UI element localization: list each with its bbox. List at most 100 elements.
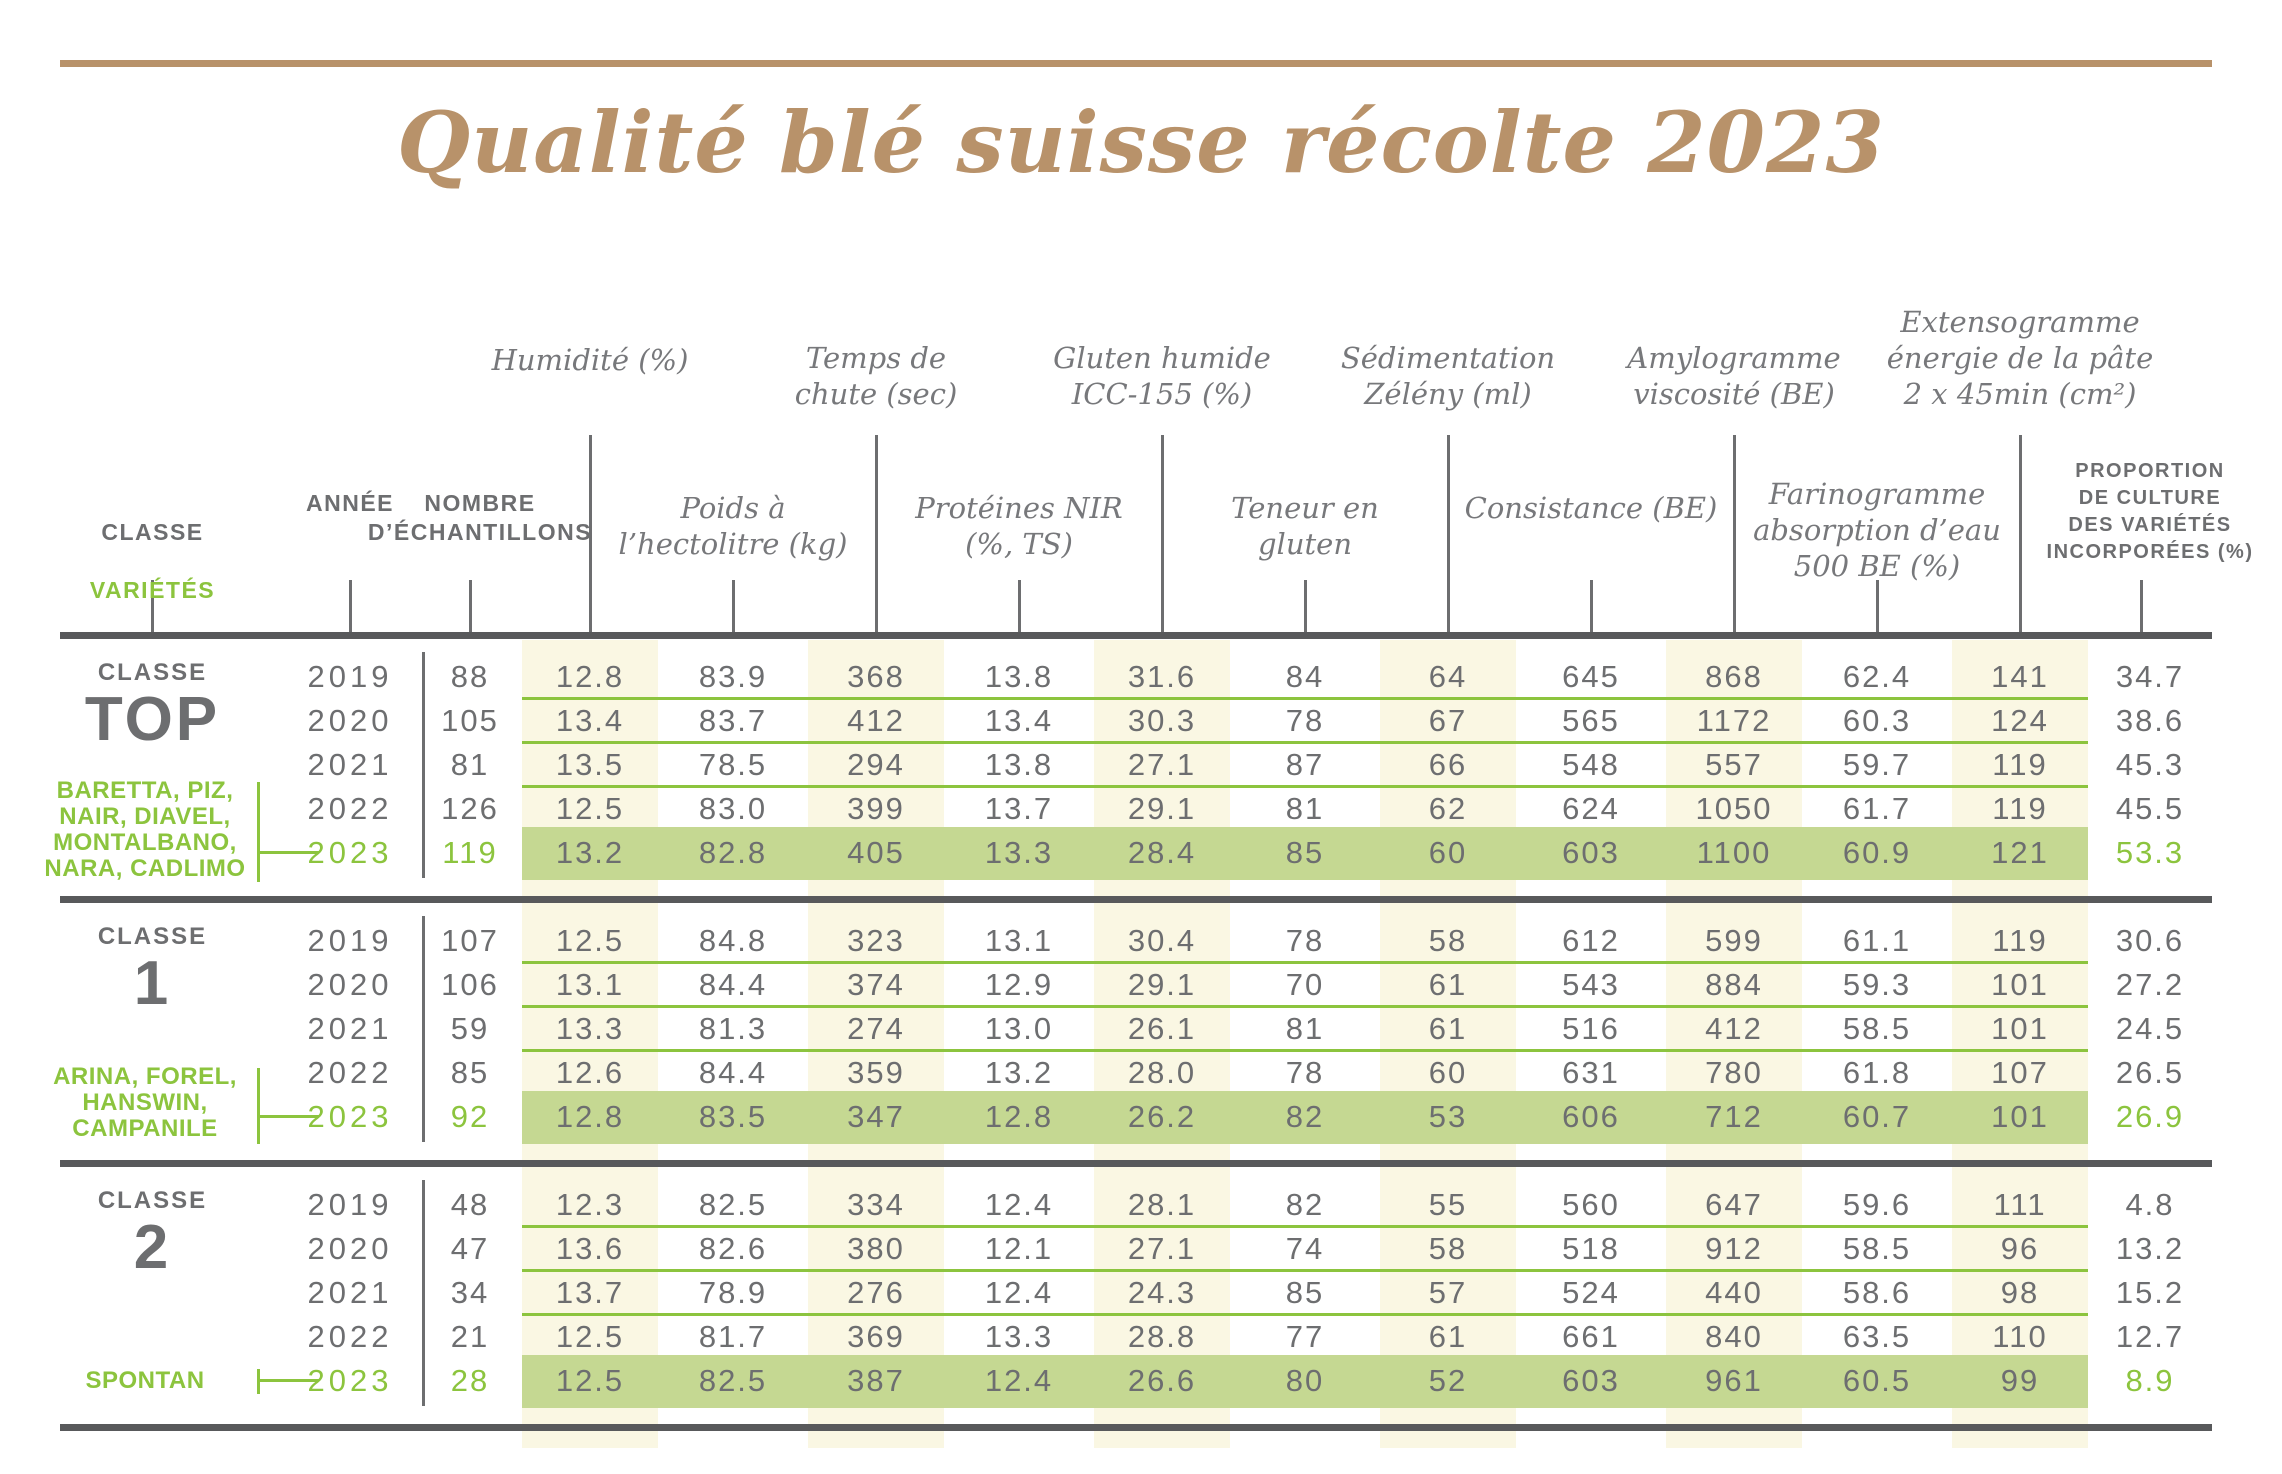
value-cell: 60 [1428,835,1468,870]
page-title: Qualité blé suisse récolte 2023 [397,93,1885,192]
value-cell: 60.5 [1842,1363,1912,1398]
row-separator [522,1049,2088,1052]
header-varietes-label: VARIÉTÉS [89,577,216,603]
value-cell: 387 [847,1363,905,1398]
value-cell: 12.5 [555,791,625,826]
value-cell: 60.7 [1842,1099,1912,1134]
value-cell: 119 [1992,791,2048,826]
sample-count-cell: 126 [441,791,499,826]
class-label: CLASSE 2 [55,1186,250,1280]
value-cell: 599 [1705,923,1763,958]
header-sedimentation-label: Sédimentation Zélény (ml) [1340,341,1556,411]
value-cell: 59.3 [1842,967,1912,1002]
value-cell: 13.4 [555,703,625,738]
class-value: TOP [84,685,221,754]
value-cell: 28.8 [1127,1319,1197,1354]
header-proportion-label: PROPORTION DE CULTURE DES VARIÉTÉS INCOR… [2046,460,2254,563]
value-cell: 98 [2000,1275,2040,1310]
header-poids-hectolitre-label: Poids à l’hectolitre (kg) [618,491,848,561]
value-cell: 60 [1428,1055,1468,1090]
value-cell: 12.6 [555,1055,625,1090]
value-cell: 62 [1428,791,1468,826]
year-cell: 2019 [307,923,393,958]
value-cell: 276 [847,1275,905,1310]
varieties-list: SPONTAN [85,1367,205,1394]
table-row: 2021 34 13.7 78.9 276 12.4 24.3 85 57 524 440 58.6 9… [0,1276,2282,1310]
value-cell: 57 [1428,1275,1468,1310]
value-cell: 27.1 [1127,747,1197,782]
proportion-cell: 38.6 [2115,703,2185,738]
value-cell: 58.5 [1842,1011,1912,1046]
value-cell: 13.5 [555,747,625,782]
value-cell: 13.6 [555,1231,625,1266]
class-label: CLASSE 1 [55,922,250,1016]
proportion-cell: 4.8 [2125,1187,2175,1222]
header-tick [1876,580,1879,632]
value-cell: 101 [1991,967,2049,1002]
value-cell: 84 [1285,659,1325,694]
block-separator-line [60,632,2212,639]
sample-count-cell: 88 [450,659,490,694]
sample-count-cell: 21 [450,1319,490,1354]
value-cell: 412 [847,703,905,738]
class-1-block: CLASSE 1 ARINA, FOREL, HANSWIN, CAMPANIL… [0,896,2282,1160]
value-cell: 82.5 [698,1363,768,1398]
value-cell: 13.8 [984,747,1054,782]
header-tick [1304,580,1307,632]
value-cell: 13.0 [984,1011,1054,1046]
value-cell: 294 [847,747,905,782]
highlight-band-2023 [522,1091,2088,1144]
value-cell: 631 [1562,1055,1620,1090]
value-cell: 12.5 [555,923,625,958]
year-cell: 2021 [307,1011,393,1046]
proportion-cell: 53.3 [2115,835,2185,870]
value-cell: 840 [1705,1319,1763,1354]
sample-count-cell: 85 [450,1055,490,1090]
row-separator [522,741,2088,744]
class-value: 1 [133,949,172,1018]
value-cell: 82.8 [698,835,768,870]
value-cell: 59.7 [1842,747,1912,782]
value-cell: 30.4 [1127,923,1197,958]
sample-count-cell: 28 [450,1363,490,1398]
value-cell: 66 [1428,747,1468,782]
value-cell: 29.1 [1127,967,1197,1002]
proportion-cell: 27.2 [2115,967,2185,1002]
header-tick [875,435,878,632]
header-tick [2019,435,2022,632]
value-cell: 12.5 [555,1319,625,1354]
value-cell: 612 [1562,923,1620,958]
value-cell: 81.3 [698,1011,768,1046]
value-cell: 543 [1562,967,1620,1002]
value-cell: 121 [1991,835,2049,870]
value-cell: 13.3 [984,1319,1054,1354]
header-tick [1590,580,1593,632]
sample-count-cell: 34 [450,1275,490,1310]
header-tick [469,580,472,632]
value-cell: 77 [1285,1319,1325,1354]
year-cell: 2022 [307,1319,393,1354]
value-cell: 548 [1562,747,1620,782]
header-nombre-label: NOMBRE D’ÉCHANTILLONS [367,490,593,545]
value-cell: 440 [1705,1275,1763,1310]
table-row: 2019 88 12.8 83.9 368 13.8 31.6 84 64 645 868 62.4 1… [0,660,2282,694]
header-tick [589,435,592,632]
value-cell: 26.2 [1127,1099,1197,1134]
value-cell: 645 [1562,659,1620,694]
value-cell: 1172 [1696,703,1772,738]
value-cell: 70 [1285,967,1325,1002]
value-cell: 28.4 [1127,835,1197,870]
table-row: 2021 81 13.5 78.5 294 13.8 27.1 87 66 548 557 59.7 1… [0,748,2282,782]
class-top-block: CLASSE TOP BARETTA, PIZ, NAIR, DIAVEL, M… [0,632,2282,896]
value-cell: 13.3 [984,835,1054,870]
row-separator [522,1269,2088,1272]
value-cell: 82.6 [698,1231,768,1266]
value-cell: 55 [1428,1187,1468,1222]
row-separator [522,1225,2088,1228]
table-row: 2019 107 12.5 84.8 323 13.1 30.4 78 58 612 599 61.1… [0,924,2282,958]
class-word: CLASSE [97,923,208,950]
table-row: 2022 126 12.5 83.0 399 13.7 29.1 81 62 624 1050 61.… [0,792,2282,826]
value-cell: 27.1 [1127,1231,1197,1266]
row-separator [522,697,2088,700]
table-row: 2022 85 12.6 84.4 359 13.2 28.0 78 60 631 780 61.8 1… [0,1056,2282,1090]
